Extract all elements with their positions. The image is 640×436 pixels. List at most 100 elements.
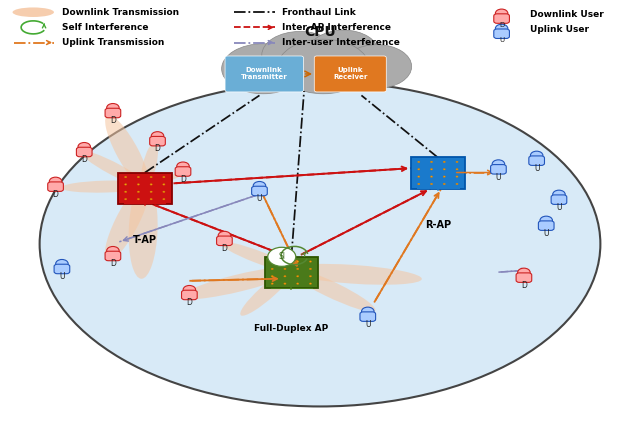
Ellipse shape: [221, 44, 305, 94]
Circle shape: [107, 103, 119, 112]
Circle shape: [495, 9, 508, 17]
Circle shape: [531, 151, 543, 160]
Circle shape: [163, 191, 165, 193]
Circle shape: [284, 276, 286, 277]
FancyBboxPatch shape: [252, 186, 268, 196]
Circle shape: [183, 286, 196, 294]
Text: D: D: [499, 22, 504, 28]
Circle shape: [271, 283, 273, 284]
Circle shape: [218, 232, 230, 240]
Circle shape: [125, 176, 127, 178]
Ellipse shape: [143, 174, 182, 187]
Text: Full-Duplex AP: Full-Duplex AP: [254, 324, 328, 333]
Text: U: U: [499, 37, 504, 43]
Text: D: D: [110, 116, 116, 125]
Circle shape: [163, 176, 165, 178]
Circle shape: [137, 176, 140, 178]
Circle shape: [137, 198, 140, 200]
Text: CPU: CPU: [304, 25, 336, 39]
Circle shape: [362, 307, 374, 316]
Ellipse shape: [105, 115, 149, 189]
Circle shape: [177, 162, 189, 170]
Circle shape: [125, 198, 127, 200]
Ellipse shape: [262, 31, 338, 79]
Text: R-AP: R-AP: [425, 220, 451, 230]
Ellipse shape: [285, 264, 422, 285]
Circle shape: [125, 184, 127, 185]
Text: U: U: [495, 173, 501, 181]
Circle shape: [271, 268, 273, 270]
Circle shape: [309, 268, 312, 270]
Text: D: D: [52, 190, 58, 199]
Ellipse shape: [278, 39, 369, 94]
FancyBboxPatch shape: [48, 182, 63, 191]
Text: T-AP: T-AP: [132, 235, 157, 245]
Circle shape: [271, 276, 273, 277]
Circle shape: [150, 176, 152, 178]
Circle shape: [418, 183, 420, 185]
Text: SI: SI: [278, 252, 285, 261]
Ellipse shape: [13, 7, 54, 17]
FancyBboxPatch shape: [551, 195, 567, 204]
Circle shape: [150, 184, 152, 185]
Text: U: U: [59, 272, 65, 281]
Circle shape: [309, 283, 312, 284]
Text: Inter-AP Interference: Inter-AP Interference: [282, 23, 391, 32]
Circle shape: [296, 261, 299, 262]
FancyBboxPatch shape: [411, 157, 465, 188]
Circle shape: [443, 168, 445, 170]
Ellipse shape: [308, 30, 379, 75]
Circle shape: [163, 198, 165, 200]
Circle shape: [49, 177, 62, 186]
Ellipse shape: [141, 142, 158, 187]
Text: U: U: [365, 320, 371, 329]
Ellipse shape: [105, 182, 150, 261]
Circle shape: [296, 268, 299, 270]
Circle shape: [271, 261, 273, 262]
Circle shape: [495, 24, 508, 33]
FancyBboxPatch shape: [494, 29, 509, 38]
FancyBboxPatch shape: [360, 312, 376, 321]
Circle shape: [540, 216, 552, 225]
FancyBboxPatch shape: [182, 290, 197, 300]
FancyBboxPatch shape: [216, 236, 232, 245]
Text: D: D: [110, 259, 116, 268]
Circle shape: [443, 183, 445, 185]
FancyBboxPatch shape: [76, 147, 92, 157]
Circle shape: [418, 176, 420, 177]
Ellipse shape: [287, 267, 376, 312]
Circle shape: [309, 261, 312, 262]
Text: U: U: [543, 229, 549, 238]
Circle shape: [418, 168, 420, 170]
Text: Uplink Transmission: Uplink Transmission: [62, 38, 164, 47]
Circle shape: [456, 161, 458, 163]
Text: D: D: [521, 281, 527, 290]
Circle shape: [296, 283, 299, 284]
Text: Fronthaul Link: Fronthaul Link: [282, 8, 355, 17]
Circle shape: [430, 161, 433, 163]
Text: U: U: [257, 194, 262, 203]
FancyBboxPatch shape: [491, 164, 506, 174]
Circle shape: [253, 181, 266, 190]
Circle shape: [456, 168, 458, 170]
FancyBboxPatch shape: [118, 173, 172, 204]
FancyBboxPatch shape: [494, 14, 509, 23]
FancyBboxPatch shape: [516, 273, 532, 283]
Circle shape: [284, 268, 286, 270]
FancyBboxPatch shape: [538, 221, 554, 230]
Circle shape: [137, 184, 140, 185]
Circle shape: [443, 161, 445, 163]
Circle shape: [456, 183, 458, 185]
Text: Uplink
Receiver: Uplink Receiver: [333, 68, 367, 81]
Circle shape: [163, 184, 165, 185]
Circle shape: [107, 246, 119, 255]
FancyBboxPatch shape: [264, 257, 318, 288]
Circle shape: [418, 161, 420, 163]
Circle shape: [518, 268, 530, 276]
Circle shape: [137, 191, 140, 193]
Ellipse shape: [221, 242, 295, 272]
Ellipse shape: [129, 181, 157, 279]
Text: D: D: [180, 175, 186, 184]
Circle shape: [268, 247, 296, 266]
FancyBboxPatch shape: [175, 167, 191, 176]
